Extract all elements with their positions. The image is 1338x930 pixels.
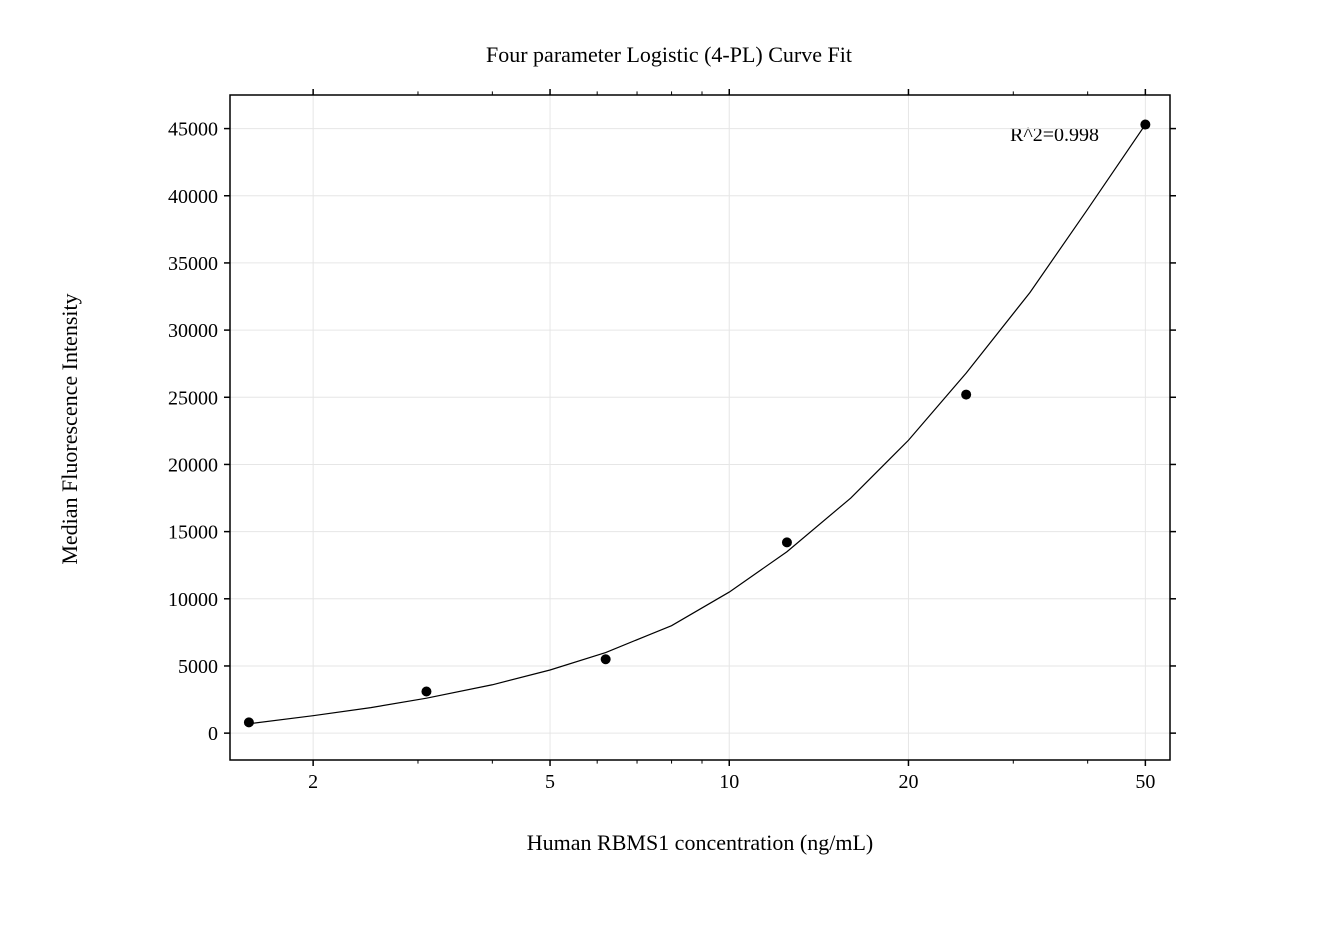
data-point (961, 390, 971, 400)
data-point (244, 717, 254, 727)
y-tick-label: 45000 (168, 119, 218, 141)
y-tick-label: 40000 (168, 186, 218, 208)
y-tick-label: 30000 (168, 320, 218, 342)
y-tick-label: 10000 (168, 589, 218, 611)
x-tick-label: 50 (1135, 771, 1155, 793)
data-point (1140, 120, 1150, 130)
x-tick-label: 20 (898, 771, 918, 793)
y-tick-label: 15000 (168, 522, 218, 544)
x-tick-label: 2 (308, 771, 318, 793)
x-tick-label: 10 (719, 771, 739, 793)
chart-container: Four parameter Logistic (4-PL) Curve Fit… (0, 0, 1338, 930)
fit-curve (249, 125, 1145, 724)
y-tick-label: 0 (208, 723, 218, 745)
plot-svg: 0 5000 10000 15000 20000 25000 30000 35000 40000… (0, 0, 1338, 930)
y-tick-label: 25000 (168, 387, 218, 409)
data-point (601, 654, 611, 664)
x-tick-label: 5 (545, 771, 555, 793)
data-point (421, 686, 431, 696)
y-tick-label: 20000 (168, 454, 218, 476)
y-tick-label: 5000 (178, 656, 218, 678)
data-point (782, 537, 792, 547)
y-tick-label: 35000 (168, 253, 218, 275)
